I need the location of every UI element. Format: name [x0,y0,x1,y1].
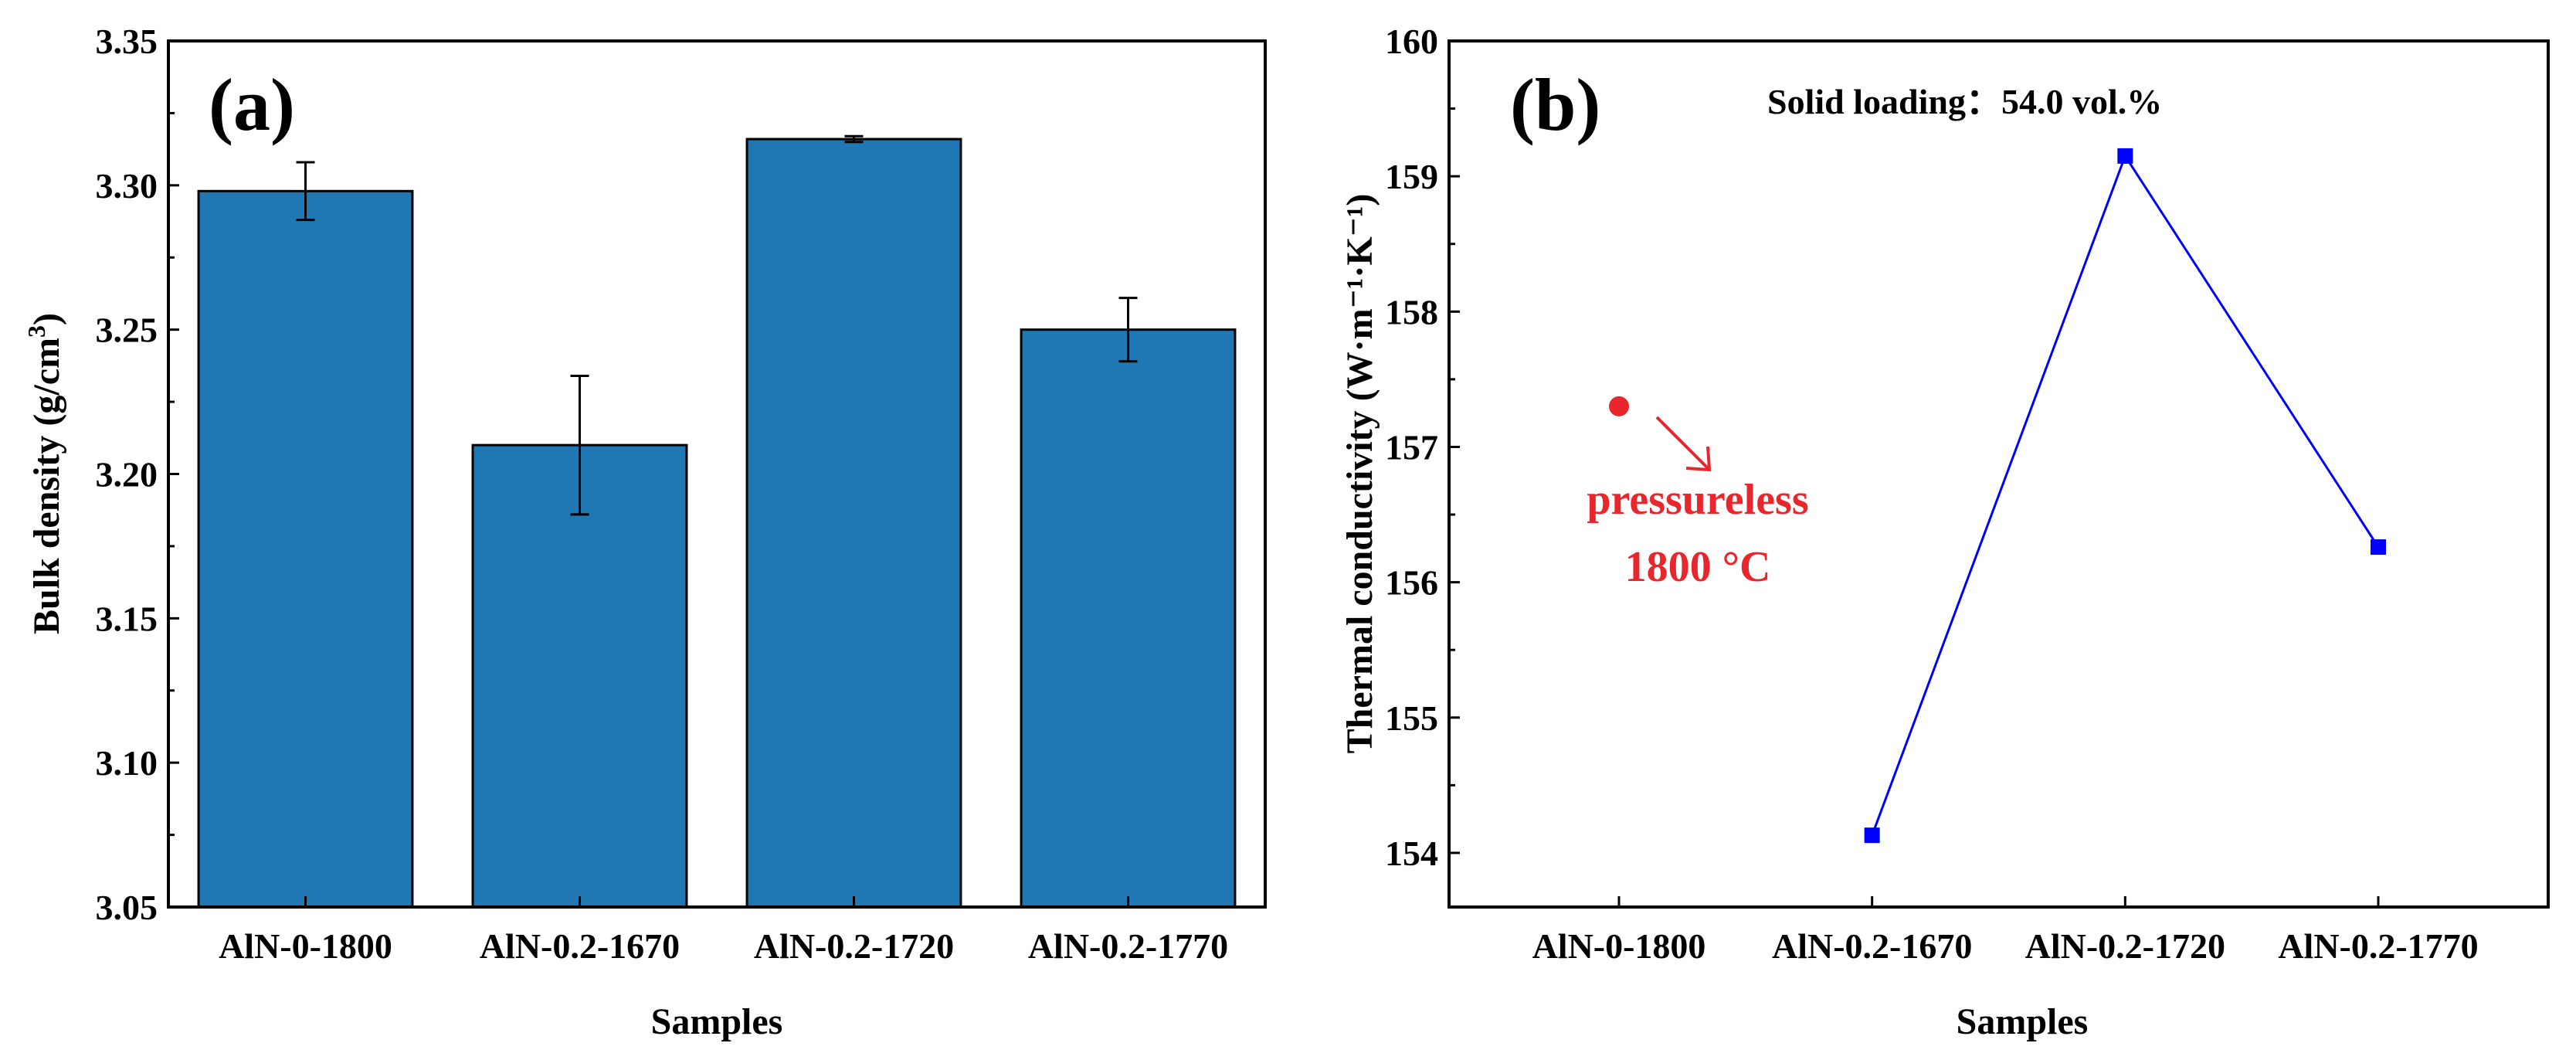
y-tick-label: 3.05 [96,888,158,927]
series-line-hot-pressed [1871,153,2380,836]
y-axis-ticks-a: 3.05 3.10 3.15 3.20 3.25 3.30 3.35 [96,22,179,927]
line-chart-panel-b: 154 155 156 157 158 159 160 AlN-0-1800 AlN-0.2-… [1339,22,2550,1042]
y-tick-label: 157 [1385,427,1438,467]
x-axis-title-b: Samples [1957,1001,2089,1042]
panel-label-b: (b) [1510,63,1600,146]
x-axis-ticks-b: AlN-0-1800 AlN-0.2-1670 AlN-0.2-1720 AlN-0.… [1532,896,2479,966]
pressureless-annotation: pressureless 1800 °C [1587,416,1809,591]
y-tick-label: 3.10 [96,743,158,783]
y-tick-label: 154 [1385,834,1438,873]
y-tick-label: 159 [1385,157,1438,196]
y-tick-label: 158 [1385,292,1438,331]
annotation-arrow-shaft [1655,416,1709,470]
panel-label-a: (a) [209,63,295,146]
error-bars [296,134,1138,516]
y-axis-title-b: Thermal conductivity (W·m⁻¹·K⁻¹) [1339,194,1380,754]
x-tick-label: AlN-0.2-1770 [1028,926,1228,966]
x-tick-label: AlN-0.2-1670 [480,926,680,966]
annotation-line2: 1800 °C [1625,543,1771,591]
annotation-arrow-head [1685,446,1712,472]
bar-series [197,138,1237,909]
x-tick-label: AlN-0-1800 [1532,926,1706,966]
line-series [1871,153,2380,836]
y-axis-title-text: Bulk density (g/cm [26,338,67,634]
bar-AlN-0.2-1770 [1020,328,1237,909]
x-tick-label: AlN-0.2-1670 [1772,926,1972,966]
y-tick-label: 3.30 [96,166,158,206]
y-tick-label: 156 [1385,563,1438,603]
x-tick-label: AlN-0.2-1720 [2025,926,2225,966]
point-pressureless-AlN-0-1800 [1609,396,1629,416]
annotation-line1: pressureless [1587,476,1808,524]
chart-subtitle-b: Solid loading：54.0 vol.% [1767,82,2162,121]
bar-AlN-0-1800 [197,189,414,909]
plot-frame-b [1448,39,2550,909]
bar-chart-panel-a: 3.053.103.153.203.253.303.35 AlN-0-1800 A… [22,22,1267,1042]
y-axis-title-a: Bulk density (g/cm3) [22,313,67,634]
x-tick-label: AlN-0.2-1770 [2278,926,2478,966]
x-tick-label: AlN-0.2-1720 [754,926,954,966]
bar-AlN-0.2-1720 [745,138,962,909]
y-tick-label: 3.35 [96,22,158,61]
point-hot-pressed-AlN-0.2-1720 [2117,148,2133,164]
y-tick-label: 3.25 [96,311,158,350]
y-axis-title-close: ) [26,313,67,325]
series-markers [1609,148,2386,844]
y-axis-title-sup: 3 [22,325,50,338]
x-axis-title-a: Samples [651,1001,783,1042]
bar-AlN-0.2-1670 [471,443,688,909]
y-tick-label: 3.15 [96,599,158,638]
point-hot-pressed-AlN-0.2-1770 [2371,539,2386,555]
point-hot-pressed-AlN-0.2-1670 [1864,827,1880,844]
x-axis-ticks-a: AlN-0-1800 AlN-0.2-1670 AlN-0.2-1720 AlN-0.… [219,896,1228,966]
y-tick-label: 155 [1385,698,1438,738]
y-axis-ticks-b: 154 155 156 157 158 159 160 [1385,22,1460,873]
y-tick-label: 160 [1385,22,1438,61]
x-tick-label: AlN-0-1800 [219,926,392,966]
y-tick-label: 3.20 [96,455,158,494]
